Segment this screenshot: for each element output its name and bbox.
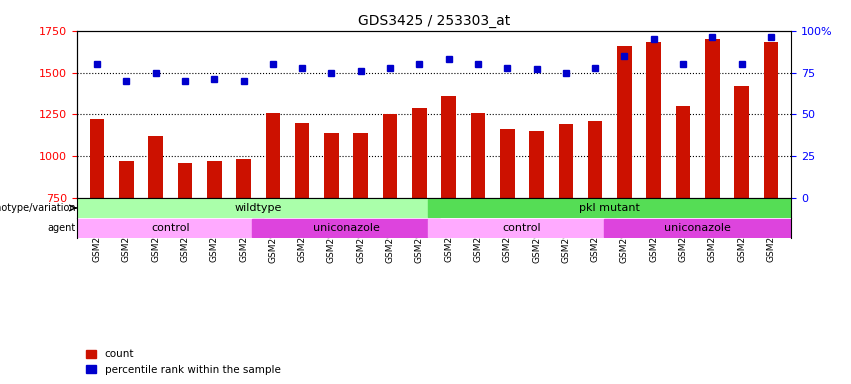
Title: GDS3425 / 253303_at: GDS3425 / 253303_at xyxy=(358,14,510,28)
Bar xyxy=(77,219,264,237)
Bar xyxy=(253,219,440,237)
Bar xyxy=(529,131,544,198)
Text: control: control xyxy=(151,223,190,233)
Text: uniconazole: uniconazole xyxy=(665,223,731,233)
Bar xyxy=(763,42,779,198)
Bar xyxy=(353,133,368,198)
Bar xyxy=(604,219,791,237)
Bar xyxy=(471,113,485,198)
Bar xyxy=(617,46,631,198)
Bar xyxy=(119,161,134,198)
Text: wildtype: wildtype xyxy=(235,203,282,213)
Bar xyxy=(294,123,310,198)
Bar xyxy=(428,199,791,217)
Bar xyxy=(588,121,603,198)
Bar xyxy=(442,96,456,198)
Text: agent: agent xyxy=(48,223,76,233)
Bar xyxy=(705,39,720,198)
Bar xyxy=(676,106,690,198)
Text: uniconazole: uniconazole xyxy=(312,223,380,233)
Bar xyxy=(148,136,163,198)
Bar xyxy=(178,163,192,198)
Text: control: control xyxy=(503,223,541,233)
Bar xyxy=(383,114,397,198)
Bar xyxy=(500,129,515,198)
Text: pkl mutant: pkl mutant xyxy=(580,203,640,213)
Bar xyxy=(428,219,615,237)
Bar xyxy=(734,86,749,198)
Bar xyxy=(647,42,661,198)
Legend: count, percentile rank within the sample: count, percentile rank within the sample xyxy=(82,345,285,379)
Bar xyxy=(89,119,105,198)
Bar xyxy=(207,161,221,198)
Text: genotype/variation: genotype/variation xyxy=(0,203,76,213)
Bar xyxy=(77,199,440,217)
Bar xyxy=(558,124,574,198)
Bar xyxy=(237,159,251,198)
Bar xyxy=(412,108,426,198)
Bar xyxy=(324,133,339,198)
Bar xyxy=(266,113,280,198)
